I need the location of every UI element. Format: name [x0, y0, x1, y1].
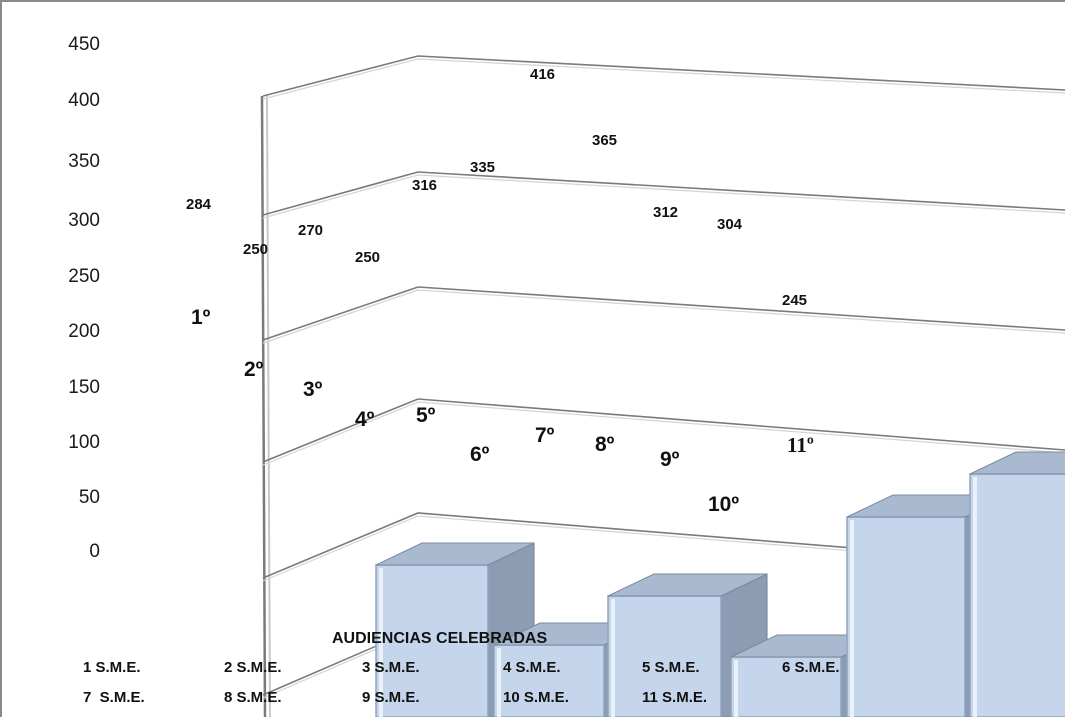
category-label: 3º	[303, 378, 323, 401]
category-label: 10º	[708, 493, 739, 516]
value-label: 245	[782, 292, 807, 309]
bar	[969, 451, 1065, 717]
legend-entry: 8 S.M.E.	[224, 689, 282, 706]
grid-line	[262, 398, 1065, 463]
bar-highlight	[611, 599, 615, 717]
value-label: 316	[412, 177, 437, 194]
grid-line	[262, 171, 1065, 216]
y-tick-label: 300	[68, 210, 100, 231]
legend-entry: 5 S.M.E.	[642, 659, 700, 676]
y-tick-label: 200	[68, 321, 100, 342]
value-label: 312	[653, 204, 678, 221]
category-label: 2º	[244, 358, 264, 381]
value-label: 335	[470, 159, 495, 176]
legend: AUDIENCIAS CELEBRADAS 1 S.M.E. 2 S.M.E. 3 …	[83, 630, 840, 706]
y-tick-label: 100	[68, 432, 100, 453]
bar-front	[846, 516, 966, 717]
category-label: 6º	[470, 443, 490, 466]
bar-front	[607, 595, 722, 717]
bar-top	[375, 542, 535, 566]
bar-highlight	[850, 520, 854, 717]
legend-entry: 7 S.M.E.	[83, 689, 145, 706]
legend-entry: 1 S.M.E.	[83, 659, 141, 676]
y-axis-ticks: 450 400 350 300 250 200 150 100 50 0	[68, 34, 100, 562]
bar-front	[969, 473, 1065, 717]
value-label: 284	[186, 196, 212, 213]
bar-highlight	[734, 660, 738, 717]
bar-front	[493, 644, 605, 717]
y-tick-label: 250	[68, 266, 100, 287]
grid-wall-edge	[260, 95, 267, 717]
value-label: 250	[243, 241, 268, 258]
grid-line-shadow	[262, 401, 1065, 466]
bar-highlight	[497, 648, 501, 717]
y-tick-label: 0	[89, 541, 100, 562]
legend-entry: 4 S.M.E.	[503, 659, 561, 676]
y-tick-label: 50	[79, 487, 100, 508]
bar-highlight	[973, 477, 977, 717]
category-label: 9º	[660, 448, 680, 471]
bar	[730, 634, 888, 717]
category-label: 7º	[535, 424, 555, 447]
category-label: 5º	[416, 404, 436, 427]
y-tick-label: 350	[68, 151, 100, 172]
bar-front	[730, 656, 842, 717]
legend-entry: 9 S.M.E.	[362, 689, 420, 706]
bars	[375, 451, 1065, 717]
grid-line	[262, 286, 1065, 341]
category-label: 4º	[355, 408, 375, 431]
grid-line-shadow	[262, 58, 1065, 100]
bar-top	[969, 451, 1065, 475]
category-label: 8º	[595, 433, 615, 456]
value-label: 416	[530, 66, 555, 83]
category-label: 11º	[787, 433, 814, 457]
grid-wall-edge-shadow	[266, 95, 271, 717]
category-label: 1º	[191, 306, 211, 329]
legend-entry: 10 S.M.E.	[503, 689, 569, 706]
legend-entry: 2 S.M.E.	[224, 659, 282, 676]
bar-front	[375, 564, 489, 717]
value-label: 304	[717, 216, 743, 233]
legend-entry: 11 S.M.E.	[642, 689, 707, 706]
value-label: 270	[298, 222, 323, 239]
legend-title: AUDIENCIAS CELEBRADAS	[332, 630, 547, 647]
grid-line-shadow	[262, 289, 1065, 344]
legend-entry: 6 S.M.E.	[782, 659, 840, 676]
grid-line	[262, 55, 1065, 97]
bar-top	[607, 573, 768, 597]
value-label: 365	[592, 132, 617, 149]
value-label: 250	[355, 249, 380, 266]
legend-entry: 3 S.M.E.	[362, 659, 420, 676]
bar-highlight	[379, 568, 383, 717]
y-tick-label: 150	[68, 377, 100, 398]
value-labels: 284 250 270 250 316 335 416 365 312 304 245	[186, 66, 807, 309]
grid-line-shadow	[262, 174, 1065, 219]
category-labels: 1º 2º 3º 4º 5º 6º 7º 8º 9º 10º 11º	[191, 306, 814, 516]
y-tick-label: 450	[68, 34, 100, 55]
y-tick-label: 400	[68, 90, 100, 111]
